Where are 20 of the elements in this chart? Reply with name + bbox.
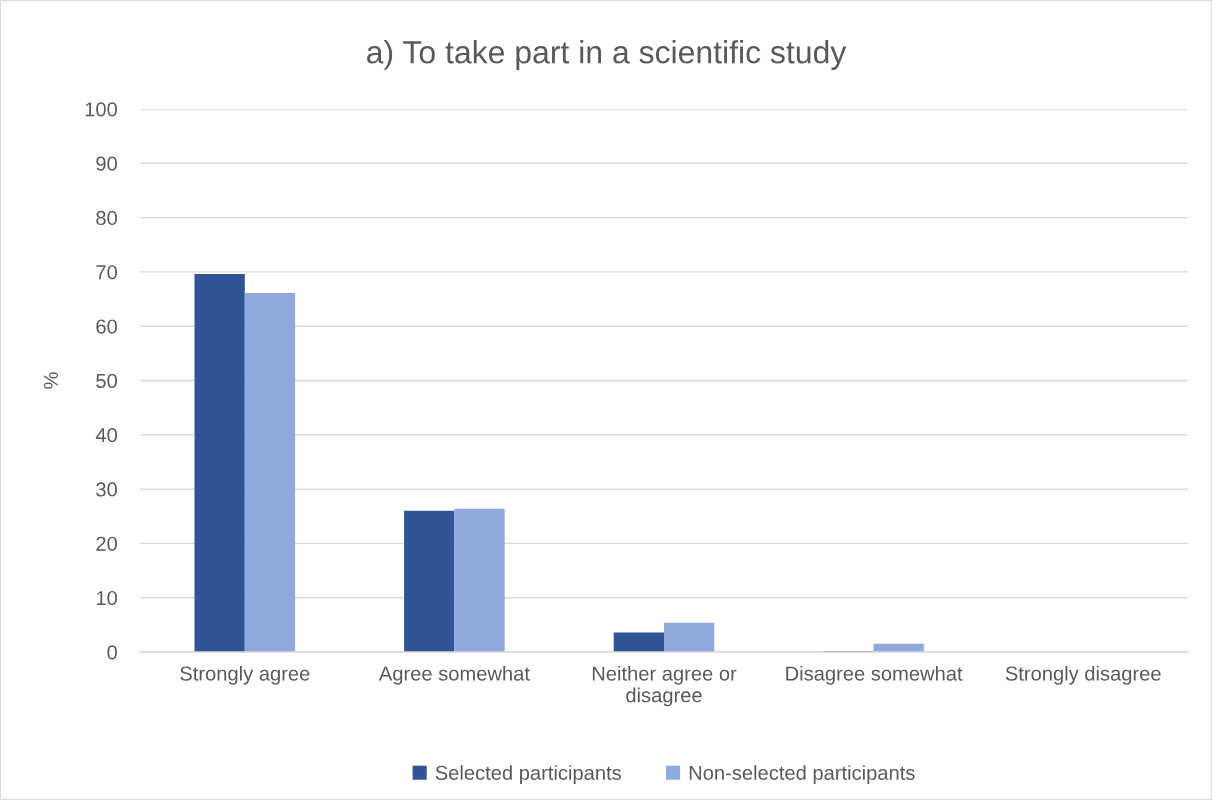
legend-label: Selected participants <box>435 765 621 784</box>
y-tick-label: 40 <box>95 428 117 443</box>
x-tick-label: Disagree somewhat <box>786 665 963 685</box>
y-tick-label: 100 <box>85 102 117 117</box>
x-tick-label: Agree somewhat <box>378 665 530 685</box>
y-tick-label: 10 <box>96 590 117 606</box>
y-tick-label: 0 <box>107 645 117 660</box>
y-tick-label: 20 <box>96 536 117 551</box>
y-tick-label: 80 <box>96 210 117 226</box>
y-tick-label: 50 <box>96 373 117 388</box>
x-tick-label: Neither agree or disagree <box>592 665 737 707</box>
y-axis-title: % <box>43 372 58 389</box>
chart-title: a) To take part in a scientific study <box>367 40 847 70</box>
x-tick-label: Strongly agree <box>180 665 310 685</box>
x-tick-label: Strongly disagree <box>1005 665 1161 685</box>
y-tick-label: 30 <box>96 482 117 497</box>
y-tick-label: 70 <box>96 265 117 280</box>
y-tick-label: 60 <box>96 319 117 334</box>
y-tick-label: 90 <box>96 156 117 171</box>
legend-label: Non-selected participants <box>689 765 915 784</box>
